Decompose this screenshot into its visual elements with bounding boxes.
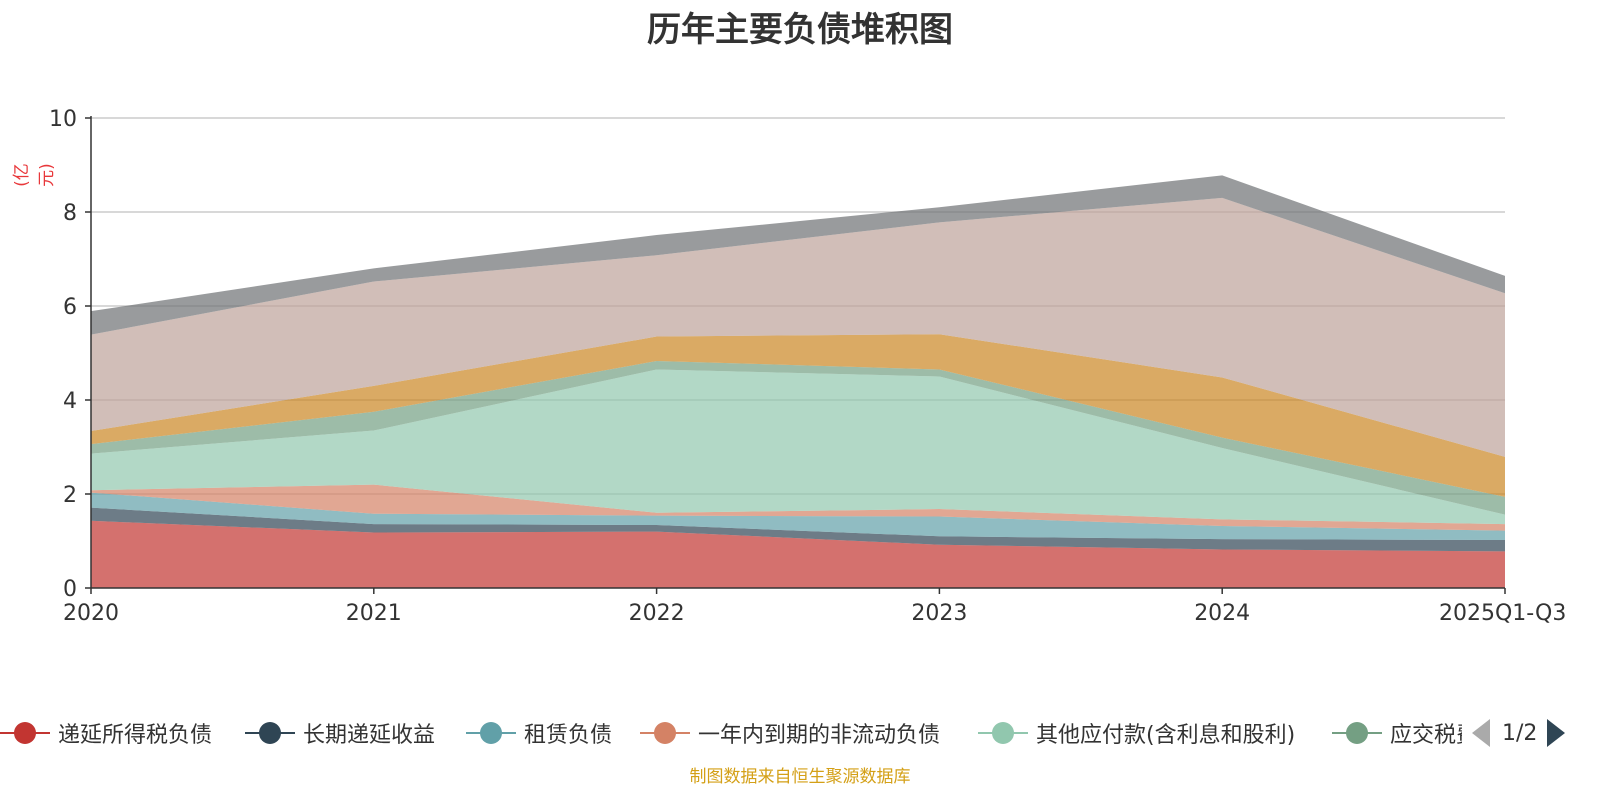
legend-item[interactable]: 其他应付款(含利息和股利) bbox=[978, 713, 1295, 753]
x-tick-label: 2025Q1-Q3 bbox=[1439, 601, 1566, 626]
axes: 0 2 4 6 8 10 2020 2021 2022 2023 2024 2025Q1-Q3 bbox=[49, 107, 1566, 626]
y-tick-label: 0 bbox=[63, 577, 77, 602]
legend-marker-icon bbox=[0, 722, 50, 744]
y-tick-label: 2 bbox=[63, 483, 77, 508]
x-tick-label: 2022 bbox=[629, 601, 685, 626]
y-tick-label: 8 bbox=[63, 201, 77, 226]
legend-item[interactable]: 递延所得税负债 bbox=[0, 713, 212, 753]
x-tick-label: 2020 bbox=[63, 601, 119, 626]
legend-page-indicator: 1/2 bbox=[1502, 720, 1538, 746]
legend-label: 一年内到期的非流动负债 bbox=[698, 723, 941, 748]
area-series-4[interactable] bbox=[91, 369, 1505, 525]
legend-marker-icon bbox=[466, 722, 516, 744]
legend-marker-icon bbox=[978, 722, 1028, 744]
source-note: 制图数据来自恒生聚源数据库 bbox=[689, 767, 911, 787]
legend-pager: 1/2 bbox=[1472, 713, 1566, 753]
legend-label: 租赁负债 bbox=[524, 723, 613, 748]
area-series-group bbox=[91, 175, 1505, 588]
legend-marker-icon bbox=[245, 722, 295, 744]
area-series-2[interactable] bbox=[91, 492, 1505, 541]
legend-item[interactable]: 长期递延收益 bbox=[245, 713, 435, 753]
legend-next-page-icon[interactable] bbox=[1547, 719, 1566, 747]
area-series-1[interactable] bbox=[91, 507, 1505, 552]
stacked-area-chart: 0 2 4 6 8 10 2020 2021 2022 2023 2024 2025Q1-Q3 bbox=[49, 107, 1566, 626]
legend: 递延所得税负债 长期递延收益 租赁负债 一年内到期的非流动负债 其他应付款(含利息和股利… bbox=[0, 713, 1600, 753]
legend-item[interactable]: 租赁负债 bbox=[466, 713, 612, 753]
x-tick-label: 2024 bbox=[1194, 601, 1250, 626]
legend-label: 其他应付款(含利息和股利) bbox=[1036, 723, 1296, 748]
legend-item[interactable]: 应交税费 bbox=[1332, 713, 1462, 753]
legend-marker-icon bbox=[1332, 722, 1382, 744]
area-series-7[interactable] bbox=[91, 197, 1505, 457]
legend-label: 递延所得税负债 bbox=[58, 723, 213, 748]
area-series-5[interactable] bbox=[91, 360, 1505, 515]
x-tick-label: 2021 bbox=[346, 601, 402, 626]
area-series-6[interactable] bbox=[91, 334, 1505, 497]
legend-item[interactable]: 一年内到期的非流动负债 bbox=[640, 713, 940, 753]
legend-label: 应交税费 bbox=[1390, 723, 1462, 748]
x-tick-label: 2023 bbox=[911, 601, 967, 626]
y-tick-label: 6 bbox=[63, 295, 77, 320]
legend-items: 递延所得税负债 长期递延收益 租赁负债 一年内到期的非流动负债 其他应付款(含利息和股利… bbox=[0, 713, 1462, 753]
area-series-0[interactable] bbox=[91, 520, 1505, 588]
legend-marker-icon bbox=[640, 722, 690, 744]
y-tick-label: 10 bbox=[49, 107, 77, 132]
area-series-3[interactable] bbox=[91, 484, 1505, 531]
legend-prev-page-icon[interactable] bbox=[1472, 719, 1490, 747]
y-tick-label: 4 bbox=[63, 389, 77, 414]
legend-label: 长期递延收益 bbox=[303, 723, 436, 748]
chart-title: 历年主要负债堆积图 bbox=[647, 10, 953, 50]
